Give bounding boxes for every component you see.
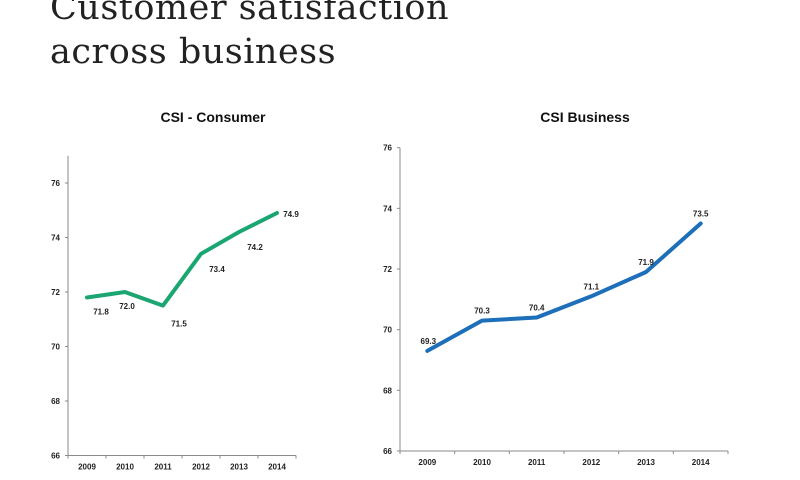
x-tick-label: 2009 (418, 458, 436, 467)
y-tick-label: 72 (51, 288, 60, 297)
x-tick-label: 2013 (230, 463, 248, 472)
slide-title: Customer satisfaction across business (50, 0, 750, 74)
y-tick-label: 68 (51, 397, 60, 406)
slide-title-line-1: Customer satisfaction (50, 0, 450, 28)
data-label: 71.5 (171, 320, 187, 329)
x-tick-label: 2014 (692, 458, 710, 467)
data-label: 72.0 (119, 302, 135, 311)
y-tick-label: 72 (383, 265, 392, 274)
data-label: 73.4 (209, 265, 225, 274)
x-tick-label: 2010 (473, 458, 491, 467)
y-tick-label: 66 (383, 447, 392, 456)
y-tick-label: 66 (51, 452, 60, 461)
data-label: 74.9 (283, 210, 299, 219)
y-tick-label: 74 (51, 234, 60, 243)
slide-title-line-2: across business (50, 32, 337, 72)
y-tick-label: 70 (383, 326, 392, 335)
data-label: 71.8 (93, 307, 109, 316)
x-tick-label: 2012 (582, 458, 600, 467)
data-label: 71.9 (638, 258, 654, 267)
data-label: 70.4 (529, 304, 545, 313)
y-tick-label: 74 (383, 204, 392, 213)
chart-title: CSI Business (540, 109, 630, 125)
chart-title: CSI - Consumer (160, 109, 266, 125)
data-label: 71.1 (584, 282, 600, 291)
series-line (85, 211, 279, 308)
y-tick-label: 68 (383, 386, 392, 395)
chart-csi-business: CSI Business 66 68 70 72 74 76 2009 2010 2011 201… (383, 109, 729, 467)
data-label: 73.5 (693, 210, 709, 219)
y-tick-label: 70 (51, 343, 60, 352)
x-tick-label: 2009 (78, 463, 96, 472)
x-tick-label: 2013 (637, 458, 655, 467)
x-tick-label: 2011 (154, 463, 172, 472)
data-label: 70.3 (474, 307, 490, 316)
series-line (425, 221, 703, 353)
data-label: 69.3 (421, 337, 437, 346)
x-tick-label: 2010 (116, 463, 134, 472)
y-tick-label: 76 (51, 179, 60, 188)
x-tick-label: 2011 (528, 458, 546, 467)
x-tick-label: 2012 (192, 463, 210, 472)
x-tick-label: 2014 (268, 463, 286, 472)
chart-csi-consumer: CSI - Consumer 66 68 70 72 74 76 2009 2010 2011 2… (51, 109, 299, 472)
data-label: 74.2 (247, 243, 263, 252)
y-tick-label: 76 (383, 144, 392, 153)
